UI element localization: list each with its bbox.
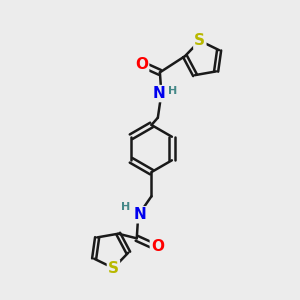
Text: S: S [194, 33, 205, 48]
Text: O: O [151, 239, 164, 254]
Text: O: O [135, 57, 148, 72]
Text: H: H [121, 202, 130, 212]
Text: H: H [168, 86, 177, 96]
Text: N: N [153, 86, 165, 101]
Text: N: N [134, 207, 146, 222]
Text: S: S [108, 261, 119, 276]
